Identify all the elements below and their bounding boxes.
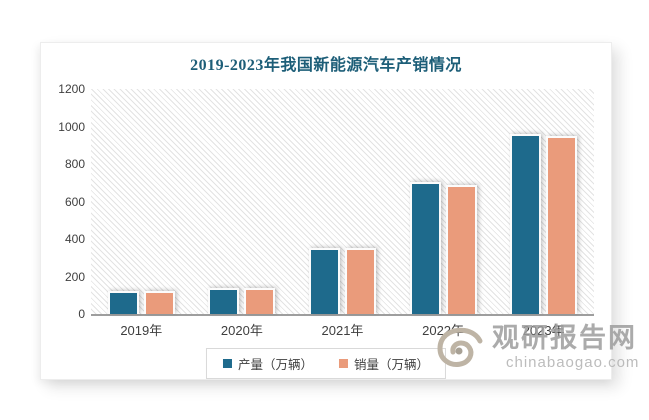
- y-tick-label: 400: [64, 232, 85, 246]
- x-tick-label: 2020年: [220, 323, 263, 338]
- legend-swatch-icon: [222, 359, 232, 368]
- x-tick-label: 2023年: [522, 323, 565, 338]
- y-tick-label: 600: [64, 194, 85, 209]
- bar-group-2022年: [393, 89, 494, 314]
- legend-label: 销量（万辆）: [354, 358, 430, 372]
- chart-title: 2019-2023年我国新能源汽车产销情况: [190, 57, 462, 74]
- bar-group-2019年: [91, 89, 192, 314]
- y-tick-label: 800: [64, 157, 85, 171]
- x-axis: 2019年 2020年 2021年 2022年 2023年: [91, 320, 594, 339]
- legend-item[interactable]: 销量（万辆）: [339, 354, 429, 373]
- y-tick-label: 200: [64, 269, 85, 284]
- bar[interactable]: [546, 135, 578, 314]
- y-tick-label: 1000: [58, 119, 85, 134]
- bar-group-2021年: [292, 89, 393, 314]
- bar[interactable]: [344, 247, 376, 314]
- y-tick-label: 1200: [58, 82, 85, 96]
- bar[interactable]: [107, 290, 139, 314]
- x-tick-label: 2019年: [120, 323, 163, 338]
- y-axis: 0 200 400 600 800 1000 1200: [41, 82, 85, 321]
- bar[interactable]: [308, 247, 340, 314]
- x-tick-label: 2021年: [321, 323, 364, 338]
- plot-area: [91, 89, 594, 316]
- chart-panel: 2019-2023年我国新能源汽车产销情况 0 200 400 600 800 1000 1…: [40, 42, 612, 380]
- y-tick-label: 0: [78, 307, 85, 321]
- legend-swatch-icon: [339, 359, 348, 368]
- legend: 产量（万辆） 销量（万辆）: [205, 348, 447, 379]
- bar-group-2020年: [192, 89, 293, 314]
- bar[interactable]: [244, 288, 276, 314]
- bar[interactable]: [208, 288, 240, 314]
- bar[interactable]: [143, 291, 175, 314]
- bar-group-2023年: [493, 89, 594, 314]
- bar[interactable]: [409, 181, 441, 314]
- x-tick-label: 2022年: [422, 323, 465, 338]
- legend-item[interactable]: 产量（万辆）: [222, 354, 313, 373]
- bar[interactable]: [510, 134, 542, 314]
- bar[interactable]: [445, 184, 477, 314]
- legend-label: 产量（万辆）: [237, 358, 313, 372]
